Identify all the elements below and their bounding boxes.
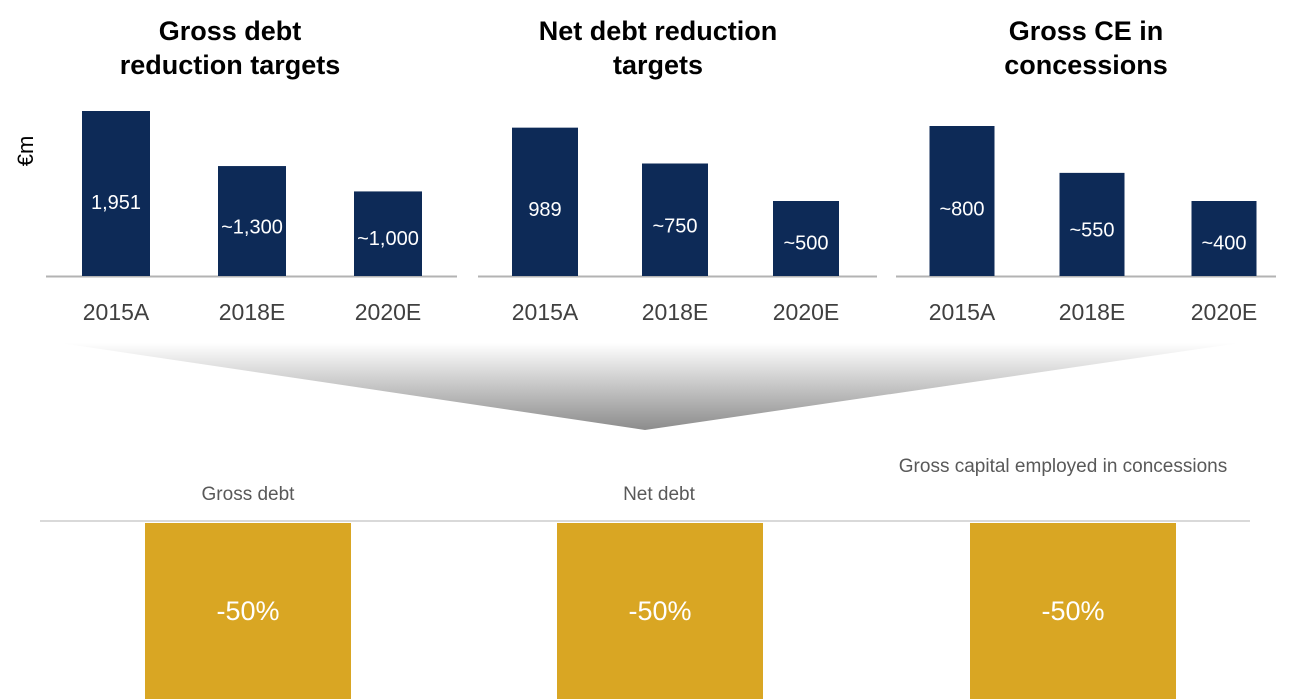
target-box-net-debt: -50% [557,523,763,699]
target-value-net-debt: -50% [628,595,692,626]
data-label-net-debt-2018e: ~750 [652,215,697,237]
bar-net-debt-2020e [773,201,839,276]
data-label-gross-ce-2018e: ~550 [1069,220,1114,242]
bar-charts: 1,951 2015A ~1,300 2018E ~1,000 2020E 989 2015A… [46,111,1276,325]
category-label-gross-debt-2018e: 2018E [219,299,286,325]
bar-net-debt-2015a [512,127,578,277]
target-value-gross-ce: -50% [1041,595,1105,626]
data-label-gross-ce-2020e: ~400 [1201,232,1246,254]
category-label-gross-debt-2020e: 2020E [355,299,422,325]
bar-net-debt-2018e [642,163,708,276]
bar-gross-ce-2018e [1059,172,1125,276]
category-label-gross-debt-2015a: 2015A [83,299,150,325]
category-label-gross-ce-2018e: 2018E [1059,299,1126,325]
target-label-gross-ce: Gross capital employed in concessions [898,456,1228,477]
target-divider-line [40,520,1250,522]
target-box-gross-debt: -50% [145,523,351,699]
bar-gross-ce-2015a [929,126,995,276]
category-label-net-debt-2018e: 2018E [642,299,709,325]
target-box-gross-ce: -50% [970,523,1176,699]
data-label-gross-debt-2015a: 1,951 [91,192,141,214]
funnel-arrow [60,343,1240,430]
chart-title-gross-ce: Gross CE in concessions [1004,16,1168,80]
bar-gross-ce-2020e [1191,201,1257,276]
category-label-net-debt-2015a: 2015A [512,299,579,325]
bar-gross-debt-2020e [354,191,422,276]
category-label-gross-ce-2020e: 2020E [1191,299,1258,325]
data-label-net-debt-2015a: 989 [528,199,561,221]
target-label-gross-debt: Gross debt [201,484,295,505]
target-value-gross-debt: -50% [216,595,280,626]
data-label-gross-ce-2015a: ~800 [939,199,984,221]
data-label-gross-debt-2018e: ~1,300 [221,217,283,239]
data-label-net-debt-2020e: ~500 [783,232,828,254]
bar-gross-debt-2018e [218,166,286,276]
chart-title-gross-debt: Gross debt reduction targets [119,16,341,80]
target-label-net-debt: Net debt [623,484,695,505]
category-label-gross-ce-2015a: 2015A [929,299,996,325]
data-label-gross-debt-2020e: ~1,000 [357,228,419,250]
bar-gross-debt-2015a [82,111,150,276]
category-label-net-debt-2020e: 2020E [773,299,840,325]
chart-title-net-debt: Net debt reduction targets [538,16,778,80]
